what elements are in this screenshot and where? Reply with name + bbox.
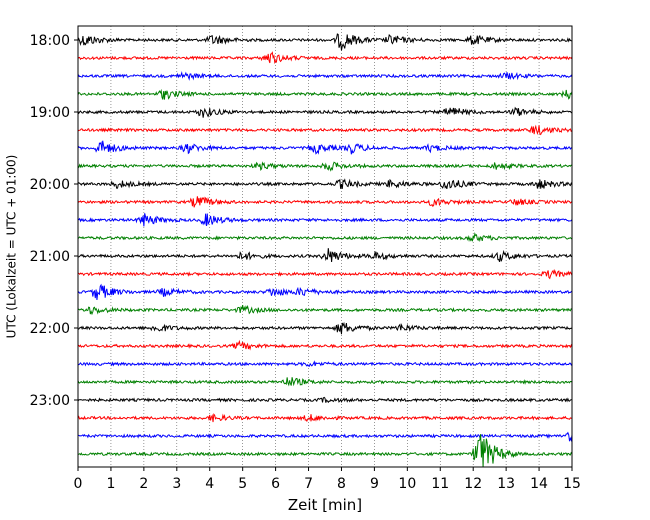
seismogram-trace [77, 248, 573, 262]
seismogram-trace [77, 413, 573, 423]
seismogram-trace [77, 321, 573, 335]
seismogram-trace [77, 213, 573, 227]
x-tick-label: 15 [563, 476, 581, 492]
x-axis-ticks: 0 1 2 3 4 5 6 7 8 9 10 11 12 13 14 15 [74, 467, 581, 492]
y-tick-label: 19:00 [30, 105, 70, 121]
seismogram-trace [77, 339, 573, 351]
x-tick-label: 13 [497, 476, 515, 492]
x-tick-label: 9 [370, 476, 379, 492]
x-tick-label: 7 [304, 476, 313, 492]
x-tick-label: 0 [74, 476, 83, 492]
y-tick-label: 21:00 [30, 249, 70, 265]
seismogram-trace [77, 106, 573, 118]
x-tick-label: 8 [337, 476, 346, 492]
y-tick-label: 20:00 [30, 177, 70, 193]
seismogram-trace [77, 140, 573, 155]
seismogram-trace [77, 431, 573, 442]
x-tick-label: 12 [464, 476, 482, 492]
x-axis-label: Zeit [min] [288, 496, 362, 514]
y-axis-label: UTC (Lokalzeit = UTC + 01:00) [5, 155, 19, 339]
trace-layer [77, 33, 573, 468]
seismogram-trace [77, 232, 573, 243]
y-tick-label: 23:00 [30, 393, 70, 409]
seismogram-trace [77, 178, 573, 190]
seismogram-trace [77, 196, 573, 208]
x-tick-label: 11 [431, 476, 449, 492]
x-tick-label: 5 [238, 476, 247, 492]
seismogram-trace [77, 124, 573, 136]
x-tick-label: 1 [106, 476, 115, 492]
seismogram-trace [77, 360, 573, 367]
y-axis-ticks: 18:00 19:00 20:00 21:00 22:00 23:00 [30, 33, 78, 409]
seismogram-trace [77, 88, 573, 100]
y-tick-label: 18:00 [30, 33, 70, 49]
seismogram-trace [77, 269, 573, 280]
seismogram-trace [77, 434, 573, 468]
seismogram-trace [77, 161, 573, 172]
seismogram-trace [77, 71, 573, 81]
x-tick-label: 4 [205, 476, 214, 492]
x-tick-label: 3 [172, 476, 181, 492]
seismogram-trace [77, 33, 573, 51]
x-tick-label: 10 [398, 476, 416, 492]
x-tick-label: 14 [530, 476, 548, 492]
seismogram-trace [77, 304, 573, 316]
plot-frame [77, 25, 573, 468]
x-tick-label: 6 [271, 476, 280, 492]
seismogram-trace [77, 51, 573, 65]
x-tick-label: 2 [139, 476, 148, 492]
y-tick-label: 22:00 [30, 321, 70, 337]
seismogram-trace [77, 377, 573, 387]
seismogram-trace [77, 283, 573, 300]
seismogram-trace [77, 396, 573, 404]
